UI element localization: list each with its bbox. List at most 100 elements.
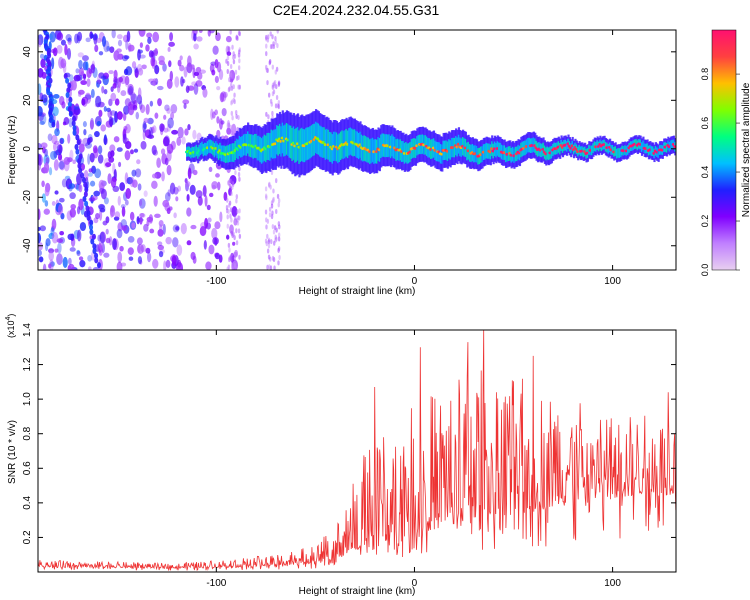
spectrogram-band-body xyxy=(448,139,451,159)
spectrogram-streak-cell xyxy=(80,172,85,179)
spectrogram-band-body xyxy=(657,148,660,159)
spectrogram-noise-cell xyxy=(38,105,43,117)
spectrogram-noise-cell xyxy=(89,119,94,131)
spectrogram-noise-cell xyxy=(87,254,93,262)
spectrogram-noise-cell xyxy=(135,111,140,120)
spectrogram-band-body xyxy=(348,128,351,156)
spectrogram-noise-cell xyxy=(158,251,164,258)
spectrogram-streak-cell xyxy=(65,91,70,98)
spectrogram-column-cell xyxy=(235,113,238,119)
spectrogram-noise-cell xyxy=(38,249,42,257)
snr-y-tick-label: 0.4 xyxy=(22,495,33,509)
spectrogram-noise-cell xyxy=(112,185,120,193)
spectrogram-noise-cell xyxy=(177,185,182,192)
spectrogram-band-body xyxy=(642,140,645,151)
spectrogram-band-body xyxy=(615,148,619,159)
spectrogram-noise-cell xyxy=(127,247,134,255)
spectrogram-noise-cell xyxy=(63,156,71,165)
spectrogram-noise-cell xyxy=(52,106,59,117)
spectrogram-column-cell xyxy=(275,178,278,184)
spectrogram-noise-cell xyxy=(154,64,160,75)
spectrogram-streak-cell xyxy=(86,214,91,221)
spectrogram-noise-cell xyxy=(206,204,211,211)
spectrogram-noise-cell xyxy=(90,63,96,74)
spectrogram-noise-cell xyxy=(75,68,80,74)
spectrogram-noise-cell xyxy=(76,229,82,242)
spectrogram-noise-cell xyxy=(139,100,143,110)
spectrogram-noise-cell xyxy=(183,66,188,78)
spectrogram-noise-cell xyxy=(108,236,113,246)
spectrogram-noise-cell xyxy=(122,133,127,144)
spectrogram-noise-cell xyxy=(131,61,137,69)
spectrogram-noise-cell xyxy=(41,71,47,79)
spectrogram-noise-cell xyxy=(118,161,122,168)
spectrogram-noise-cell xyxy=(226,127,232,135)
spectrogram-column-cell xyxy=(275,227,278,233)
spectrogram-column-cell xyxy=(272,188,275,194)
spectrogram-column-cell xyxy=(265,43,268,49)
spectrogram-x-tick-label: 100 xyxy=(604,276,621,287)
spectrogram-noise-cell xyxy=(129,176,135,188)
spectrogram-noise-cell xyxy=(176,136,182,146)
spectrogram-band-body xyxy=(495,142,498,158)
spectrogram-streak-cell xyxy=(77,158,82,165)
spectrogram-noise-cell xyxy=(103,88,108,95)
spectrogram-column-cell xyxy=(266,248,270,254)
spectrogram-noise-cell xyxy=(106,107,111,112)
spectrogram-noise-cell xyxy=(151,180,158,190)
spectrogram-noise-cell xyxy=(210,108,214,121)
spectrogram-noise-cell xyxy=(85,37,91,43)
spectrogram-noise-cell xyxy=(187,55,192,68)
spectrogram-noise-cell xyxy=(112,82,117,89)
spectrogram-noise-cell xyxy=(101,85,105,94)
spectrogram-noise-cell xyxy=(174,76,180,88)
spectrogram-band-body xyxy=(614,146,617,156)
spectrogram-noise-cell xyxy=(114,110,118,123)
spectrogram-noise-cell xyxy=(164,157,169,166)
spectrogram-noise-cell xyxy=(103,106,107,112)
spectrogram-column-cell xyxy=(228,202,231,208)
spectrogram-noise-cell xyxy=(132,179,138,188)
spectrogram-noise-cell xyxy=(162,136,170,147)
spectrogram-streak-cell xyxy=(65,77,70,84)
spectrogram-column-cell xyxy=(277,247,280,253)
spectrogram-noise-cell xyxy=(137,87,142,99)
spectrogram-column-cell xyxy=(237,84,240,90)
spectrogram-noise-cell xyxy=(116,261,123,270)
spectrogram-column-cell xyxy=(271,34,274,40)
colorbar-ticks: 0.0 0.2 0.4 0.6 0.8 xyxy=(700,68,740,276)
spectrogram-column-cell xyxy=(267,243,271,249)
spectrogram-streak-cell xyxy=(75,134,80,141)
spectrogram-column-cell xyxy=(231,73,234,79)
spectrogram-noise-cell xyxy=(199,226,207,237)
spectrogram-noise-cell xyxy=(54,140,60,145)
spectrogram-noise-cell xyxy=(172,237,179,248)
spectrogram-noise-cell xyxy=(108,156,115,163)
spectrogram-noise-cell xyxy=(39,53,45,59)
spectrogram-noise-cell xyxy=(69,208,76,218)
spectrogram-noise-cell xyxy=(44,200,49,207)
svg-text:(x104): (x104) xyxy=(5,314,16,338)
spectrogram-column-cell xyxy=(277,232,281,238)
spectrogram-noise-cell xyxy=(145,104,150,115)
spectrogram-noise-cell xyxy=(168,60,172,68)
spectrogram-streak-cell xyxy=(89,229,94,236)
spectrogram-column-cell xyxy=(278,255,281,261)
spectrogram-noise-cell xyxy=(38,232,42,244)
spectrogram-column-cell xyxy=(271,224,275,230)
spectrogram-noise-cell xyxy=(193,33,197,42)
spectrogram-noise-cell xyxy=(56,32,64,41)
spectrogram-noise-cell xyxy=(48,167,53,176)
spectrogram-noise-cell xyxy=(214,109,218,116)
spectrogram-noise-cell xyxy=(175,226,180,231)
spectrogram-y-tick-label: -40 xyxy=(22,238,33,253)
spectrogram-frame xyxy=(37,29,677,271)
spectrogram-column-cell xyxy=(227,122,231,128)
spectrogram-noise-cell xyxy=(125,140,132,150)
spectrogram-noise-cell xyxy=(170,112,175,120)
spectrogram-streak-cell xyxy=(68,96,73,103)
spectrogram-column-cell xyxy=(266,37,270,43)
spectrogram-noise-cell xyxy=(177,126,184,139)
spectrogram-streak-cell xyxy=(92,243,97,250)
spectrogram-column-cell xyxy=(267,114,270,120)
